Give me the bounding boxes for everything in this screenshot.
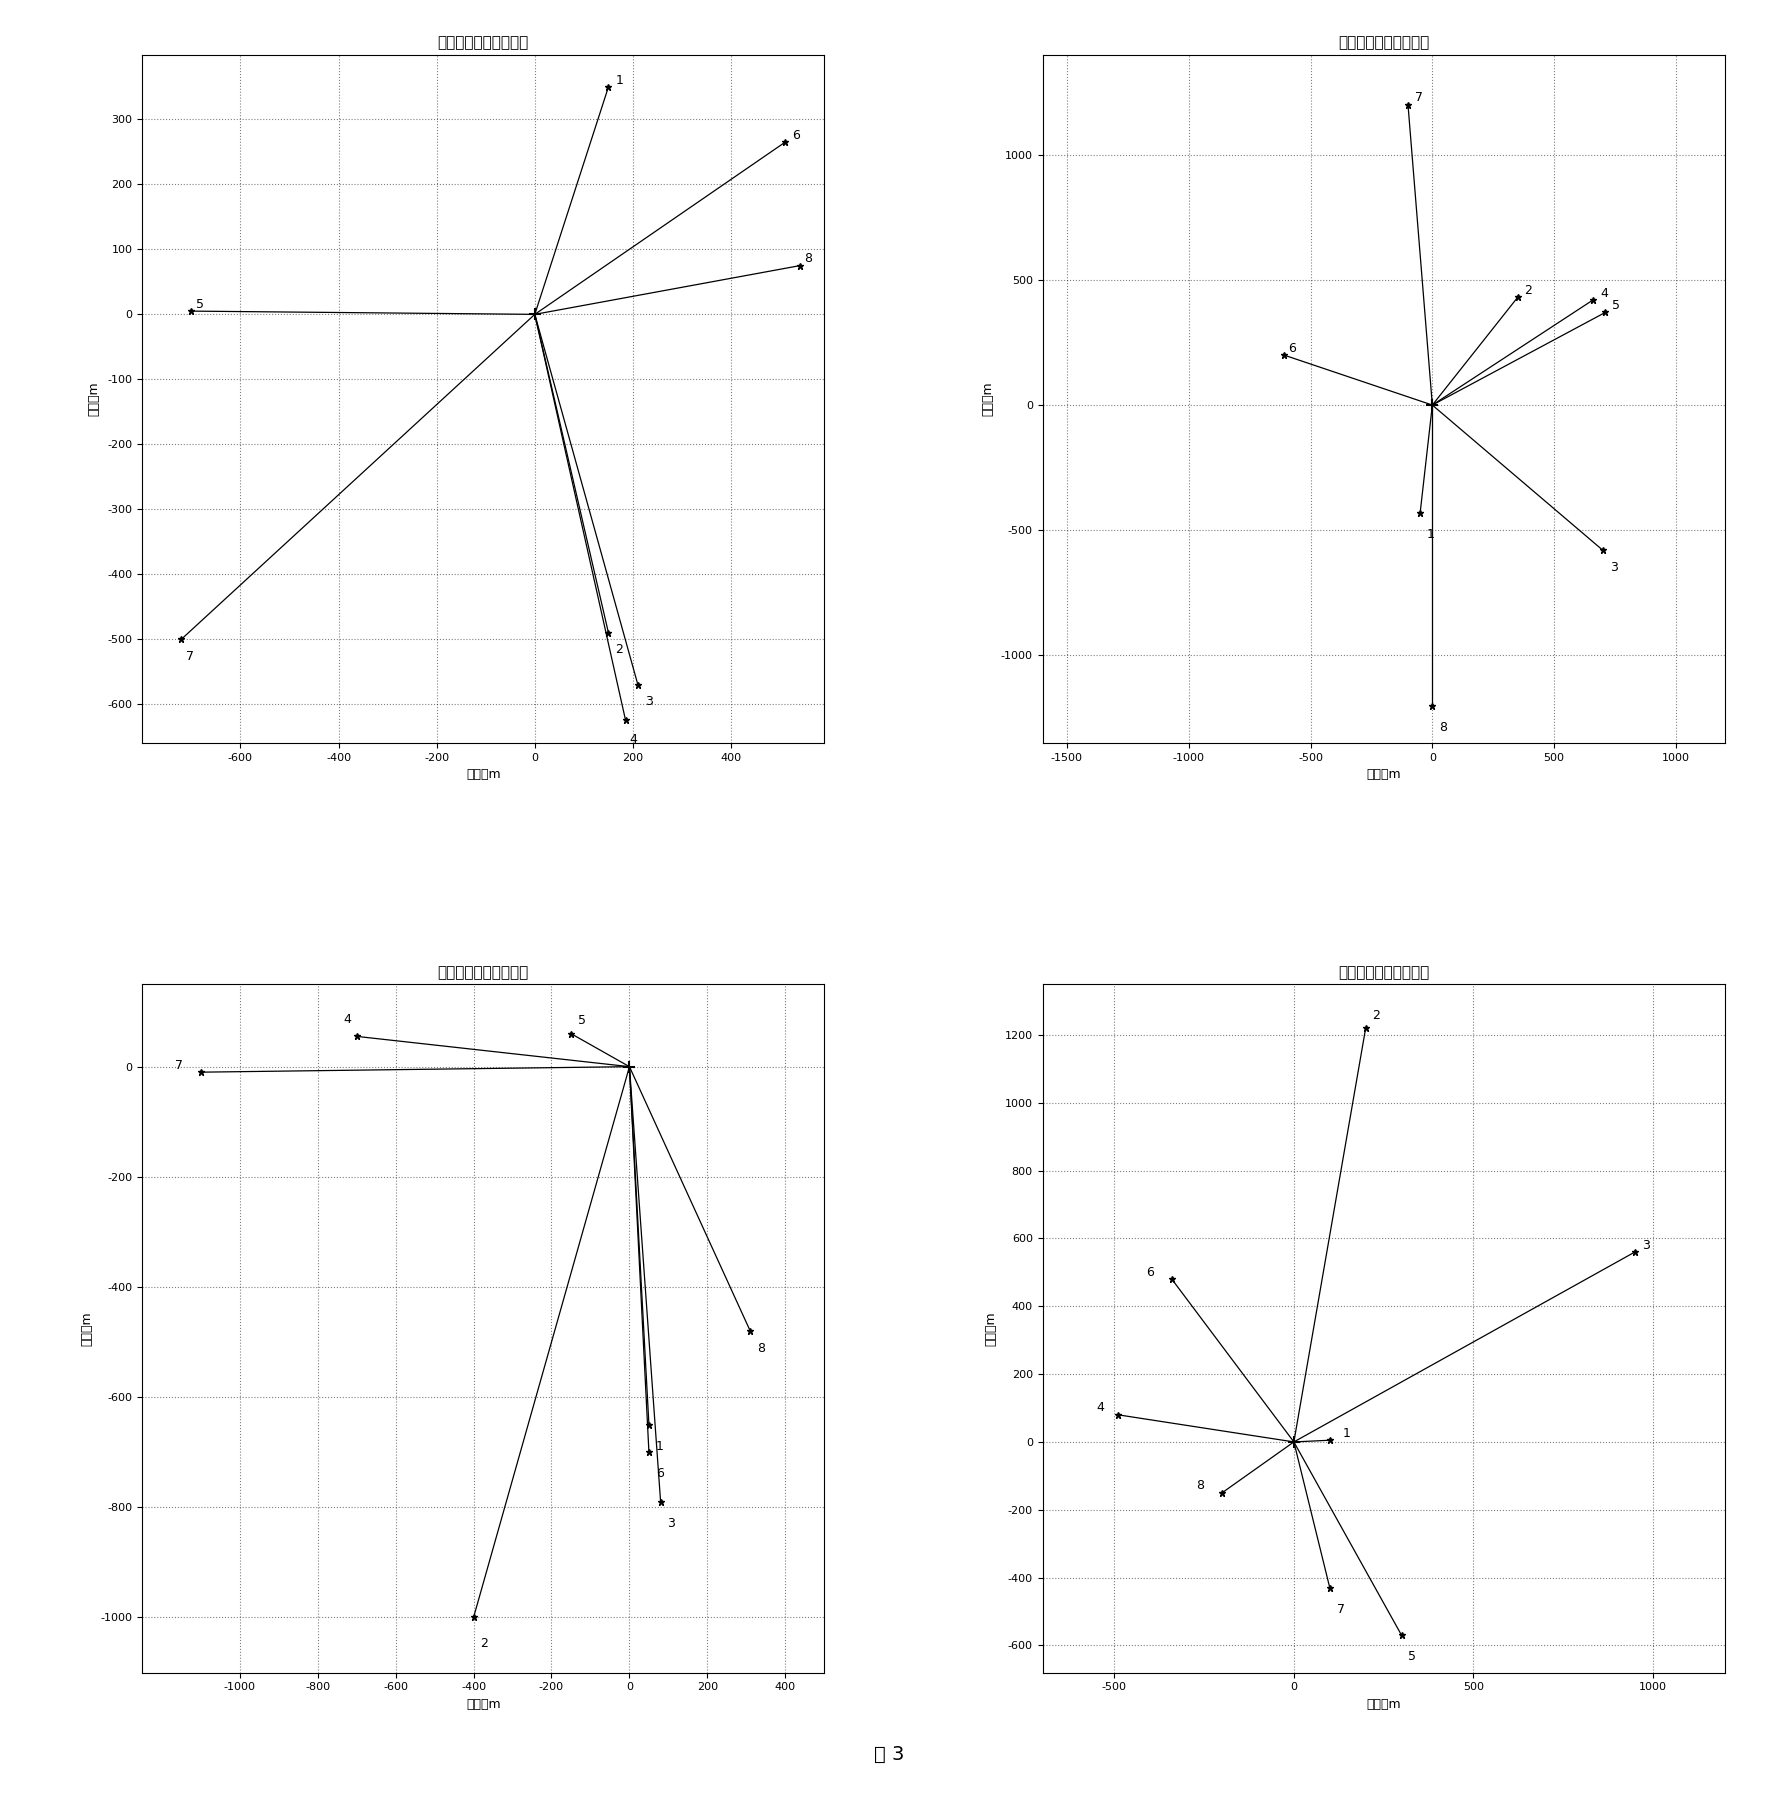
Text: 5: 5 — [196, 298, 203, 311]
Text: 8: 8 — [1197, 1480, 1204, 1493]
Text: 3: 3 — [667, 1516, 676, 1529]
Text: 5: 5 — [1613, 298, 1620, 313]
Text: 4: 4 — [629, 733, 638, 745]
Text: 8: 8 — [1438, 720, 1447, 733]
Y-axis label: 单位：m: 单位：m — [985, 1311, 997, 1345]
Title: 惯导位置误差校正结果: 惯导位置误差校正结果 — [437, 36, 528, 51]
Text: 7: 7 — [185, 649, 194, 664]
Text: 图 3: 图 3 — [873, 1745, 905, 1763]
Text: 2: 2 — [615, 644, 622, 656]
Text: 4: 4 — [343, 1013, 352, 1025]
Text: 2: 2 — [1524, 284, 1533, 296]
Title: 惯导位置误差校正结果: 惯导位置误差校正结果 — [1339, 36, 1430, 51]
Y-axis label: 单位：m: 单位：m — [87, 382, 100, 416]
Text: 3: 3 — [1641, 1238, 1650, 1251]
Text: 2: 2 — [480, 1636, 489, 1649]
Text: 7: 7 — [174, 1058, 183, 1073]
Text: 3: 3 — [645, 694, 653, 709]
Text: 7: 7 — [1415, 91, 1422, 104]
Text: 7: 7 — [1337, 1603, 1344, 1616]
Text: 5: 5 — [1408, 1651, 1417, 1663]
Title: 惯导位置误差校正结果: 惯导位置误差校正结果 — [437, 965, 528, 980]
Y-axis label: 单位：m: 单位：m — [80, 1311, 94, 1345]
Text: 4: 4 — [1097, 1402, 1104, 1414]
X-axis label: 单位：m: 单位：m — [466, 1698, 501, 1711]
Text: 2: 2 — [1373, 1009, 1380, 1022]
Title: 惯导位置误差校正结果: 惯导位置误差校正结果 — [1339, 965, 1430, 980]
X-axis label: 单位：m: 单位：m — [1366, 769, 1401, 782]
Y-axis label: 单位：m: 单位：m — [981, 382, 994, 416]
Text: 6: 6 — [791, 129, 800, 142]
Text: 3: 3 — [1609, 562, 1618, 574]
Text: 8: 8 — [804, 253, 813, 265]
X-axis label: 单位：m: 单位：m — [466, 769, 501, 782]
Text: 1: 1 — [615, 75, 622, 87]
Text: 6: 6 — [1287, 342, 1296, 355]
Text: 8: 8 — [757, 1342, 765, 1354]
Text: 5: 5 — [578, 1014, 585, 1027]
Text: 4: 4 — [1600, 287, 1607, 300]
Text: 1: 1 — [1428, 527, 1435, 540]
Text: 6: 6 — [656, 1467, 663, 1480]
Text: 1: 1 — [656, 1440, 663, 1453]
Text: 6: 6 — [1147, 1265, 1154, 1278]
Text: 1: 1 — [1342, 1427, 1351, 1440]
X-axis label: 单位：m: 单位：m — [1366, 1698, 1401, 1711]
